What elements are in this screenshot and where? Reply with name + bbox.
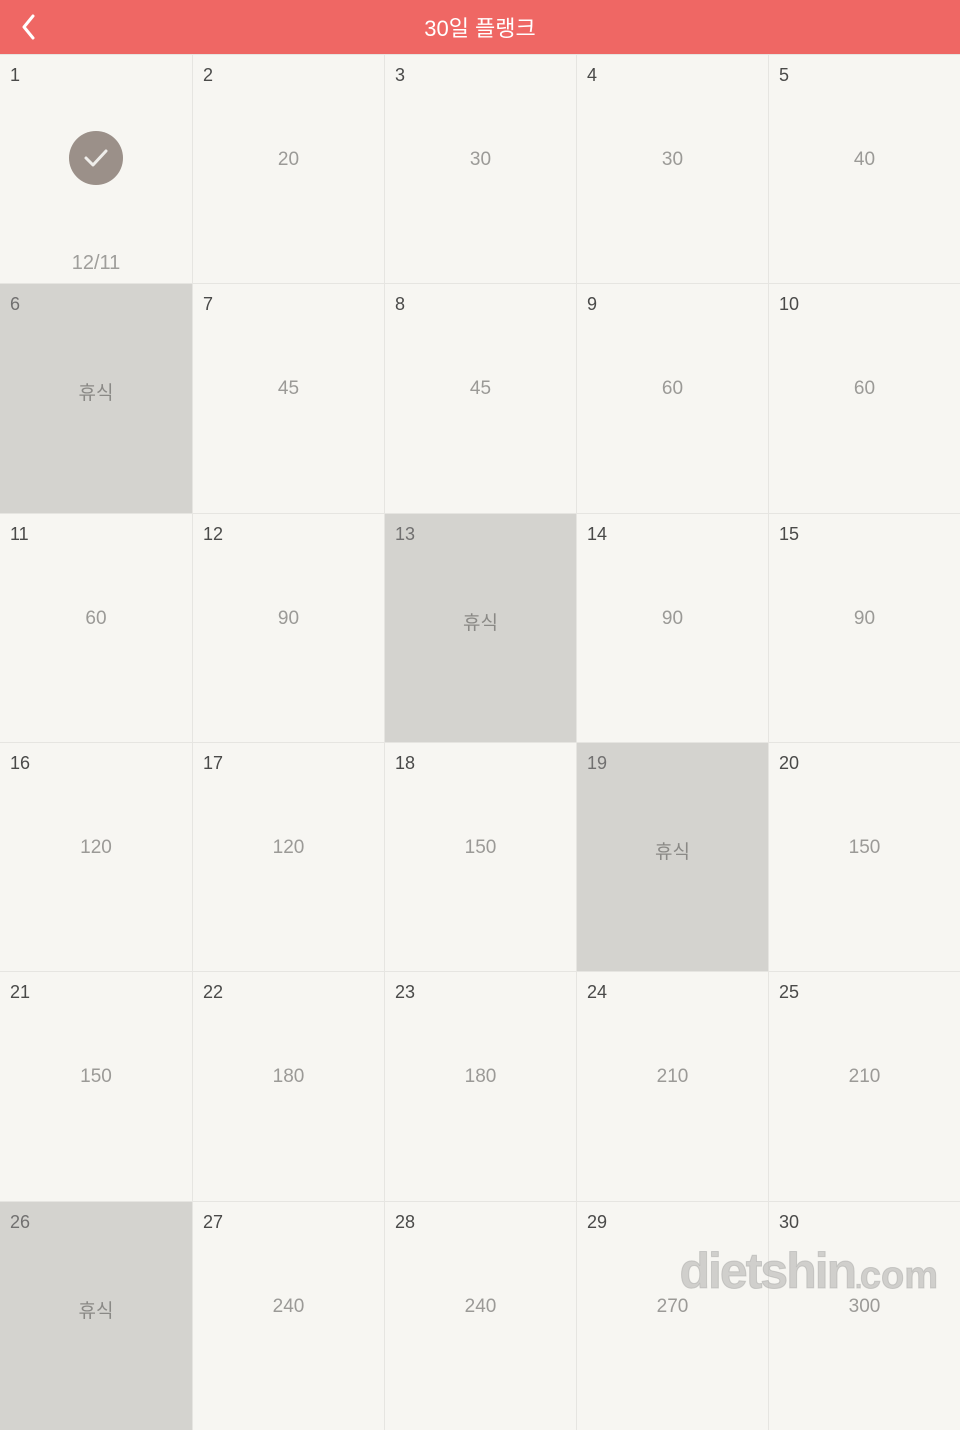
calendar-cell-day-3[interactable]: 3 30 xyxy=(384,54,576,283)
app-header: 30일 플랭크 xyxy=(0,0,960,54)
calendar-cell-day-28[interactable]: 28 240 xyxy=(384,1201,576,1430)
day-value: 30 xyxy=(470,149,491,171)
day-number: 5 xyxy=(779,65,789,86)
day-value: 240 xyxy=(273,1296,305,1318)
day-number: 6 xyxy=(10,294,20,315)
day-number: 28 xyxy=(395,1212,415,1233)
day-number: 9 xyxy=(587,294,597,315)
calendar-cell-day-6[interactable]: 6 휴식 xyxy=(0,283,192,512)
day-number: 2 xyxy=(203,65,213,86)
day-value: 180 xyxy=(465,1066,497,1088)
calendar-cell-day-10[interactable]: 10 60 xyxy=(768,283,960,512)
day-number: 26 xyxy=(10,1212,30,1233)
calendar-cell-day-25[interactable]: 25 210 xyxy=(768,971,960,1200)
day-number: 4 xyxy=(587,65,597,86)
day-value: 120 xyxy=(273,837,305,859)
calendar-cell-day-11[interactable]: 11 60 xyxy=(0,513,192,742)
day-value: 90 xyxy=(278,608,299,630)
day-value: 90 xyxy=(662,608,683,630)
day-value: 60 xyxy=(662,378,683,400)
calendar-cell-day-19[interactable]: 19 휴식 xyxy=(576,742,768,971)
day-number: 12 xyxy=(203,524,223,545)
calendar-cell-day-12[interactable]: 12 90 xyxy=(192,513,384,742)
day-number: 1 xyxy=(10,65,20,86)
day-value: 150 xyxy=(849,837,881,859)
day-number: 23 xyxy=(395,982,415,1003)
date-label: 12/11 xyxy=(72,252,121,275)
day-number: 16 xyxy=(10,753,30,774)
calendar-grid: 1 12/11 2 20 3 30 4 30 5 40 6 휴식 7 45 8 45 9 60 10 60 11 60 12… xyxy=(0,54,960,1430)
day-number: 24 xyxy=(587,982,607,1003)
calendar-cell-day-26[interactable]: 26 휴식 xyxy=(0,1201,192,1430)
day-value: 60 xyxy=(85,608,106,630)
day-value: 40 xyxy=(854,149,875,171)
calendar-cell-day-23[interactable]: 23 180 xyxy=(384,971,576,1200)
header-title: 30일 플랭크 xyxy=(424,11,536,43)
day-value: 180 xyxy=(273,1066,305,1088)
day-value: 20 xyxy=(278,149,299,171)
calendar-cell-day-4[interactable]: 4 30 xyxy=(576,54,768,283)
day-value: 210 xyxy=(849,1066,881,1088)
day-number: 21 xyxy=(10,982,30,1003)
calendar-cell-day-14[interactable]: 14 90 xyxy=(576,513,768,742)
day-number: 10 xyxy=(779,294,799,315)
day-number: 7 xyxy=(203,294,213,315)
day-number: 19 xyxy=(587,753,607,774)
day-number: 20 xyxy=(779,753,799,774)
day-number: 8 xyxy=(395,294,405,315)
calendar-cell-day-7[interactable]: 7 45 xyxy=(192,283,384,512)
day-value: 120 xyxy=(80,837,112,859)
calendar-cell-day-21[interactable]: 21 150 xyxy=(0,971,192,1200)
day-number: 17 xyxy=(203,753,223,774)
check-icon xyxy=(83,148,109,168)
day-number: 18 xyxy=(395,753,415,774)
day-number: 25 xyxy=(779,982,799,1003)
calendar-cell-day-20[interactable]: 20 150 xyxy=(768,742,960,971)
calendar-cell-day-18[interactable]: 18 150 xyxy=(384,742,576,971)
calendar-cell-day-16[interactable]: 16 120 xyxy=(0,742,192,971)
day-number: 30 xyxy=(779,1212,799,1233)
day-value: 150 xyxy=(80,1066,112,1088)
day-number: 22 xyxy=(203,982,223,1003)
watermark-main: dietshin xyxy=(680,1243,856,1299)
rest-label: 휴식 xyxy=(655,837,690,864)
calendar-cell-day-5[interactable]: 5 40 xyxy=(768,54,960,283)
calendar-cell-day-9[interactable]: 9 60 xyxy=(576,283,768,512)
calendar-cell-day-8[interactable]: 8 45 xyxy=(384,283,576,512)
day-value: 30 xyxy=(662,149,683,171)
day-number: 14 xyxy=(587,524,607,545)
day-number: 29 xyxy=(587,1212,607,1233)
calendar-cell-day-29[interactable]: 29270 xyxy=(576,1201,768,1430)
day-number: 11 xyxy=(10,524,29,545)
calendar-cell-day-15[interactable]: 1590 xyxy=(768,513,960,742)
day-value: 90 xyxy=(854,608,875,630)
calendar-cell-day-17[interactable]: 17 120 xyxy=(192,742,384,971)
calendar-cell-day-22[interactable]: 22 180 xyxy=(192,971,384,1200)
day-number: 3 xyxy=(395,65,405,86)
calendar-cell-day-2[interactable]: 2 20 xyxy=(192,54,384,283)
calendar-cell-day-30[interactable]: 30300 xyxy=(768,1201,960,1430)
calendar-cell-day-13[interactable]: 13 휴식 xyxy=(384,513,576,742)
day-number: 13 xyxy=(395,524,415,545)
rest-label: 휴식 xyxy=(463,608,498,635)
day-value: 60 xyxy=(854,378,875,400)
watermark-suffix: com xyxy=(860,1255,938,1297)
rest-label: 휴식 xyxy=(79,378,114,405)
day-number: 15 xyxy=(779,524,799,545)
chevron-left-icon xyxy=(21,14,37,40)
calendar-cell-day-27[interactable]: 27 240 xyxy=(192,1201,384,1430)
calendar-cell-day-24[interactable]: 24 210 xyxy=(576,971,768,1200)
day-value: 240 xyxy=(465,1296,497,1318)
back-button[interactable] xyxy=(14,12,44,42)
day-value: 210 xyxy=(657,1066,689,1088)
watermark: dietshin.com xyxy=(680,1242,939,1300)
calendar-cell-day-1[interactable]: 1 12/11 xyxy=(0,54,192,283)
day-value: 45 xyxy=(470,378,491,400)
done-badge xyxy=(69,131,123,185)
rest-label: 휴식 xyxy=(79,1296,114,1323)
day-value: 150 xyxy=(465,837,497,859)
day-value: 45 xyxy=(278,378,299,400)
day-number: 27 xyxy=(203,1212,223,1233)
